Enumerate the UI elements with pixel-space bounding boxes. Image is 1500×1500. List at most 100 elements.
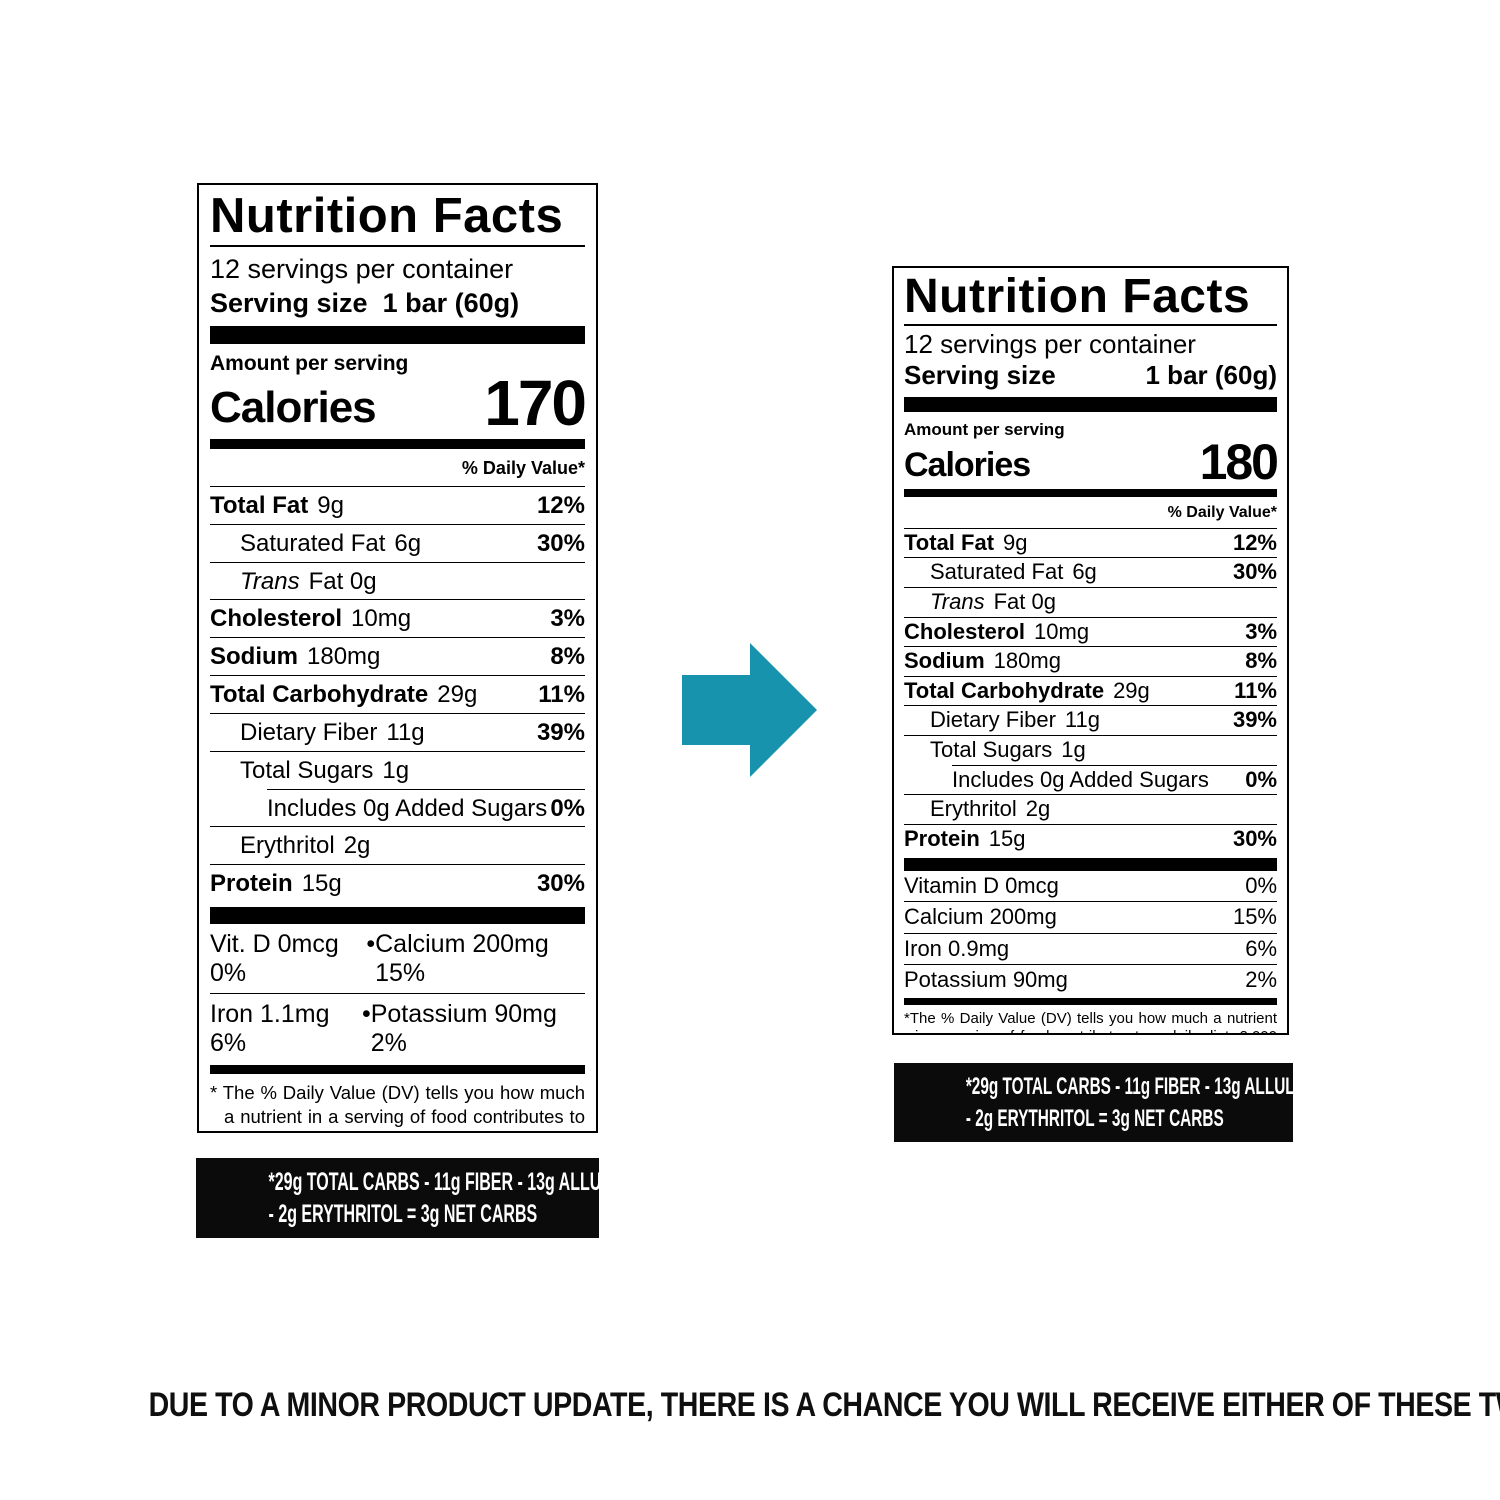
nutrient-name: Sodium (210, 643, 298, 671)
net-carbs-line-2: - 2g ERYTHRITOL = 3g NET CARBS (268, 1200, 538, 1228)
nutrient-amount: 6g (394, 529, 422, 557)
nutrient-amount: 2g (1025, 796, 1051, 822)
row-cholesterol: Cholesterol 10mg 3% (904, 616, 1277, 647)
vitamin-dv: 6% (1245, 935, 1277, 961)
divider-medium (210, 438, 585, 449)
servings-per-container: 12 servings per container (210, 254, 514, 285)
nutrient-name: Erythritol (240, 832, 335, 860)
divider-thick (904, 857, 1277, 871)
divider-medium (904, 488, 1277, 497)
row-added-sugars: Includes 0g Added Sugars 0% (952, 764, 1277, 795)
vitamin-name: Calcium 200mg (904, 904, 1057, 930)
nutrient-name: Protein (210, 870, 293, 898)
nutrient-name: Includes 0g Added Sugars (267, 794, 548, 822)
calories-value: 180 (1199, 433, 1279, 490)
nutrient-name: Total Sugars (240, 756, 374, 784)
nutrient-dv: 8% (550, 643, 585, 671)
serving-size-row: Serving size 1 bar (60g) (210, 287, 585, 319)
nutrient-amount: 11g (386, 718, 425, 746)
nutrient-amount: 9g (1003, 529, 1028, 555)
nutrient-name: Protein (904, 825, 980, 851)
nutrient-amount: 29g (1113, 677, 1150, 703)
right-arrow-icon (682, 643, 817, 777)
bottom-disclaimer-text: DUE TO A MINOR PRODUCT UPDATE, THERE IS … (148, 1386, 1500, 1424)
nutrient-name: Dietary Fiber (240, 718, 378, 746)
bottom-disclaimer: DUE TO A MINOR PRODUCT UPDATE, THERE IS … (0, 1386, 1500, 1425)
nutrition-label-right: Nutrition Facts 12 servings per containe… (892, 266, 1289, 1035)
vitamin-name: Iron 0.9mg (904, 935, 1010, 961)
row-total-fat: Total Fat 9g 12% (210, 485, 585, 524)
vitamin-dv: 0% (1245, 872, 1277, 898)
row-dietary-fiber: Dietary Fiber 11g 39% (904, 705, 1277, 735)
nutrient-name: Saturated Fat (930, 559, 1064, 585)
net-carbs-box-left: *29g TOTAL CARBS - 11g FIBER - 13g ALLUL… (196, 1158, 645, 1238)
row-total-carbohydrate: Total Carbohydrate 29g 11% (904, 675, 1277, 706)
nutrient-amount: 10mg (351, 605, 412, 633)
vitamin-dv: 15% (1232, 904, 1277, 930)
net-carbs-line-1: *29g TOTAL CARBS - 11g FIBER - 13g ALLUL… (965, 1073, 1328, 1101)
nutrient-name: Includes 0g Added Sugars (952, 766, 1209, 792)
serving-size-label: Serving size (210, 287, 368, 318)
vitamin-dv: 2% (1245, 967, 1277, 993)
divider-medium (210, 1065, 585, 1075)
nutrient-dv: 0% (550, 794, 585, 822)
nutrient-dv: 0% (1245, 766, 1277, 792)
nutrient-name: Cholesterol (904, 618, 1026, 644)
nutrient-dv: 30% (536, 870, 585, 898)
divider-medium (904, 998, 1277, 1006)
nutrient-amount: 180mg (307, 643, 381, 671)
nutrient-dv: 12% (536, 491, 585, 519)
row-potassium: Potassium 90mg 2% (904, 964, 1277, 996)
vitamin-name: Potassium 90mg (904, 967, 1068, 993)
nutrient-dv: 8% (1245, 648, 1277, 674)
serving-size-value: 1 bar (60g) (382, 287, 520, 318)
vitamin-row-1: Vit. D 0mcg 0% • Calcium 200mg 15% (210, 924, 585, 993)
row-sodium: Sodium 180mg 8% (904, 646, 1277, 676)
nutrient-amount: 29g (437, 681, 478, 709)
nutrient-dv: 39% (536, 718, 585, 746)
nutrient-name: Saturated Fat (240, 529, 386, 557)
vitamin-right: Potassium 90mg 2% (370, 1000, 557, 1058)
calories-label: Calories (904, 445, 1031, 484)
nutrient-amount: Fat 0g (308, 567, 377, 595)
nutrient-name: Total Carbohydrate (904, 677, 1105, 703)
nutrient-amount: 11g (1064, 707, 1100, 733)
nutrient-name: Dietary Fiber (930, 707, 1056, 733)
calories-row: Calories 170 (210, 367, 587, 440)
nutrient-amount: 2g (343, 832, 371, 860)
net-carbs-box-right: *29g TOTAL CARBS - 11g FIBER - 13g ALLUL… (894, 1063, 1328, 1142)
nutrient-dv: 11% (1234, 677, 1277, 703)
nutrient-dv: 30% (536, 529, 585, 557)
serving-size-value: 1 bar (60g) (1145, 360, 1278, 391)
nutrient-dv: 3% (550, 605, 585, 633)
nutrition-facts-title: Nutrition Facts (210, 190, 585, 248)
nutrient-dv: 11% (538, 681, 585, 709)
row-erythritol: Erythritol 2g (904, 794, 1277, 824)
row-trans-fat: Trans Fat 0g (904, 586, 1277, 617)
nutrient-amount: 15g (988, 825, 1026, 851)
row-saturated-fat: Saturated Fat 6g 30% (210, 523, 585, 562)
nutrient-amount: 1g (382, 756, 410, 784)
row-saturated-fat: Saturated Fat 6g 30% (904, 557, 1277, 587)
nutrient-dv: 39% (1232, 707, 1277, 733)
vitamin-left: Iron 1.1mg 6% (210, 1000, 330, 1058)
row-iron: Iron 0.9mg 6% (904, 932, 1277, 965)
daily-value-footnote: *The % Daily Value (DV) tells you how mu… (904, 1010, 1277, 1033)
row-added-sugars: Includes 0g Added Sugars 0% (267, 788, 585, 827)
row-total-fat: Total Fat 9g 12% (904, 527, 1277, 558)
row-vitamin-d: Vitamin D 0mcg 0% (904, 871, 1277, 902)
row-protein: Protein 15g 30% (904, 823, 1277, 854)
calories-value: 170 (484, 367, 587, 440)
nutrient-amount: 6g (1072, 559, 1097, 585)
net-carbs-line-2: - 2g ERYTHRITOL = 3g NET CARBS (965, 1104, 1224, 1132)
nutrient-name: Erythritol (930, 796, 1017, 822)
nutrient-amount: 180mg (993, 648, 1061, 674)
nutrient-dv: 12% (1232, 529, 1277, 555)
nutrient-amount: 15g (301, 870, 342, 898)
row-protein: Protein 15g 30% (210, 864, 585, 902)
calories-label: Calories (210, 382, 377, 432)
nutrient-dv: 30% (1232, 559, 1277, 585)
row-calcium: Calcium 200mg 15% (904, 901, 1277, 933)
bullet-separator: • (361, 1000, 371, 1029)
